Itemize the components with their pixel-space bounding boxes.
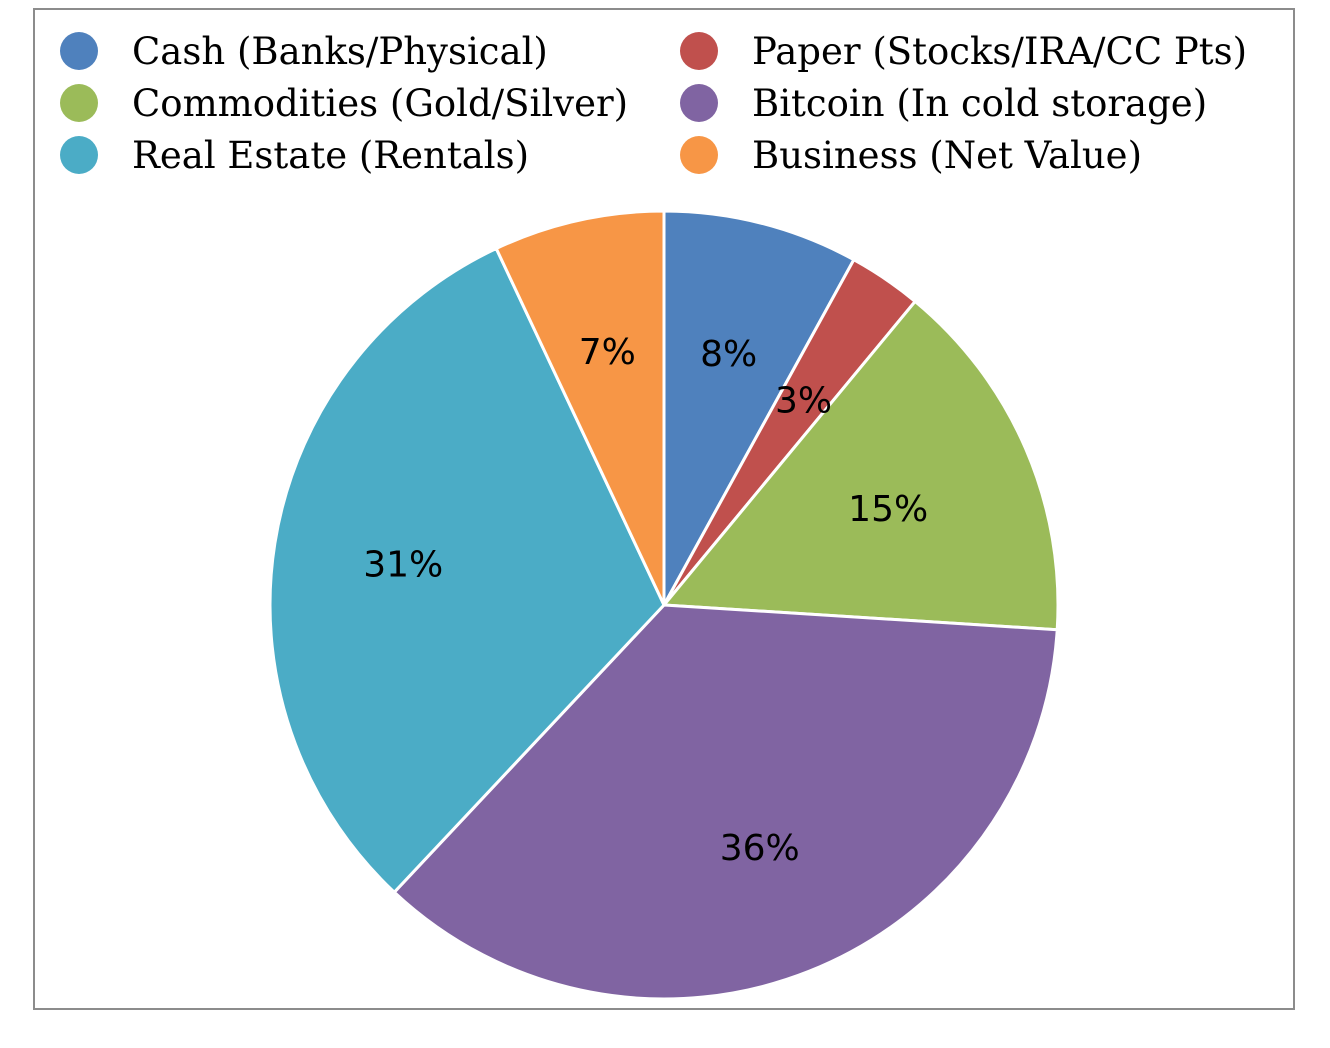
legend-marker-business bbox=[680, 136, 718, 174]
data-label-real-estate: 31% bbox=[363, 545, 443, 586]
data-label-business: 7% bbox=[579, 332, 636, 373]
data-label-commodities: 15% bbox=[848, 489, 928, 530]
pie-slices bbox=[268, 209, 1060, 1001]
legend-item-business: Business (Net Value) bbox=[680, 130, 1142, 180]
legend-label-cash: Cash (Banks/Physical) bbox=[132, 29, 548, 73]
legend-label-real-estate: Real Estate (Rentals) bbox=[132, 133, 530, 177]
pie-slice-business bbox=[494, 209, 666, 606]
pie-slice-cash bbox=[662, 209, 856, 606]
legend-label-paper: Paper (Stocks/IRA/CC Pts) bbox=[752, 29, 1248, 73]
legend-item-commodities: Commodities (Gold/Silver) bbox=[60, 78, 628, 128]
legend-item-bitcoin: Bitcoin (In cold storage) bbox=[680, 78, 1207, 128]
legend-item-cash: Cash (Banks/Physical) bbox=[60, 26, 548, 76]
legend-label-commodities: Commodities (Gold/Silver) bbox=[132, 81, 629, 125]
pie-slice-real-estate bbox=[268, 246, 666, 895]
data-label-cash: 8% bbox=[700, 334, 757, 375]
legend-label-business: Business (Net Value) bbox=[752, 133, 1143, 177]
legend-marker-paper bbox=[680, 32, 718, 70]
pie-slice-bitcoin bbox=[392, 603, 1059, 1001]
legend-item-paper: Paper (Stocks/IRA/CC Pts) bbox=[680, 26, 1247, 76]
legend-item-real-estate: Real Estate (Rentals) bbox=[60, 130, 529, 180]
pie-slice-commodities bbox=[660, 299, 1060, 632]
legend-marker-cash bbox=[60, 32, 98, 70]
legend-marker-real-estate bbox=[60, 136, 98, 174]
legend-marker-commodities bbox=[60, 84, 98, 122]
legend-marker-bitcoin bbox=[680, 84, 718, 122]
legend-label-bitcoin: Bitcoin (In cold storage) bbox=[752, 81, 1208, 125]
legend: Cash (Banks/Physical) Paper (Stocks/IRA/… bbox=[60, 22, 1290, 182]
pie-data-labels: 8% 3% 15% 36% 31% 7% bbox=[363, 332, 928, 869]
data-label-paper: 3% bbox=[775, 381, 832, 422]
data-label-bitcoin: 36% bbox=[720, 828, 800, 869]
